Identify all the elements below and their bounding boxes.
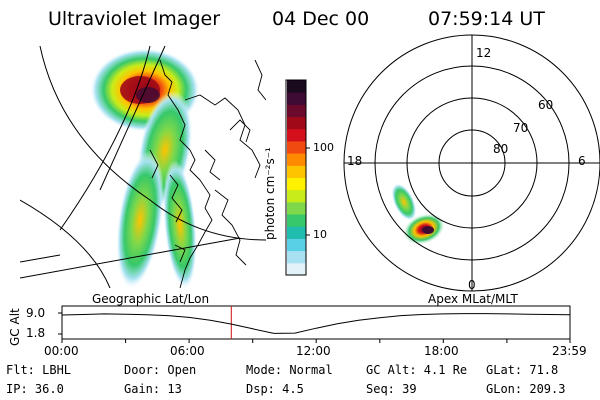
colorbar-tick-100: 100 xyxy=(313,141,334,154)
x-tick-label-3: 18:00 xyxy=(424,344,459,358)
glon-status: GLon: 209.3 xyxy=(486,382,566,396)
geographic-label: Geographic Lat/Lon xyxy=(92,292,210,306)
colorbar-unit-label: photon cm⁻²s⁻¹ xyxy=(263,147,277,240)
x-tick-label-2: 12:00 xyxy=(296,344,331,358)
colorbar-swatch xyxy=(287,80,306,93)
colorbar-swatch xyxy=(287,238,306,252)
colorbar-swatch xyxy=(287,177,306,191)
date-label: 04 Dec 00 xyxy=(272,8,370,30)
x-tick-label-1: 06:00 xyxy=(170,344,205,358)
colorbar-swatch xyxy=(287,153,306,166)
mlt-label-6: 6 xyxy=(578,154,586,168)
colorbar-swatch xyxy=(287,165,306,178)
seq-status: Seq: 39 xyxy=(366,382,417,396)
gc-altitude-line xyxy=(61,313,571,334)
colorbar-swatch xyxy=(287,116,306,130)
chart-frame xyxy=(61,305,571,340)
instrument-title: Ultraviolet Imager xyxy=(48,8,221,30)
mlt-label-12: 12 xyxy=(476,46,492,60)
colorbar-swatch xyxy=(287,189,306,203)
ip-status: IP: 36.0 xyxy=(6,382,64,396)
x-tick-label-0: 00:00 xyxy=(44,344,79,358)
mlat-label-80: 80 xyxy=(493,142,509,156)
colorbar-swatch xyxy=(287,250,306,264)
colorbar-swatch xyxy=(287,201,306,215)
mode-status: Mode: Normal xyxy=(246,363,333,377)
geographic-map xyxy=(20,46,266,288)
polar-aurora-band xyxy=(391,183,417,221)
mlat-label-70: 70 xyxy=(513,121,529,135)
gain-status: Gain: 13 xyxy=(124,382,182,396)
dsp-status: Dsp: 4.5 xyxy=(246,382,304,396)
y-axis-label: GC Alt xyxy=(8,308,22,346)
time-label: 07:59:14 UT xyxy=(428,8,545,30)
colorbar-swatch xyxy=(287,128,306,142)
colorbar-tick-10: 10 xyxy=(313,228,327,241)
gc-alt-status: GC Alt: 4.1 Re xyxy=(366,363,468,377)
altitude-chart xyxy=(58,305,571,343)
coastlines xyxy=(149,59,266,288)
colorbar-swatch xyxy=(287,104,306,118)
mlt-label-0: 0 xyxy=(468,278,476,292)
aurora-band-left xyxy=(116,150,164,288)
colorbar-swatch xyxy=(287,92,306,105)
y-tick-label-bottom: 1.8 xyxy=(26,326,46,340)
colorbar-swatch xyxy=(287,262,306,276)
colorbar-swatch xyxy=(287,140,306,154)
mlt-label-18: 18 xyxy=(347,154,363,168)
aurora-band-right xyxy=(163,160,197,288)
colorbar-swatch xyxy=(287,226,306,239)
x-tick-label-4: 23:59 xyxy=(552,344,587,358)
glat-status: GLat: 71.8 xyxy=(486,363,559,377)
polar-plot xyxy=(343,34,600,292)
apex-label: Apex MLat/MLT xyxy=(428,292,518,306)
filter-status: Flt: LBHL xyxy=(6,363,72,377)
door-status: Door: Open xyxy=(124,363,197,377)
colorbar-swatch xyxy=(287,214,306,227)
colorbar xyxy=(285,79,310,276)
mlat-label-60: 60 xyxy=(538,98,554,112)
y-tick-label-top: 9.0 xyxy=(26,306,46,320)
